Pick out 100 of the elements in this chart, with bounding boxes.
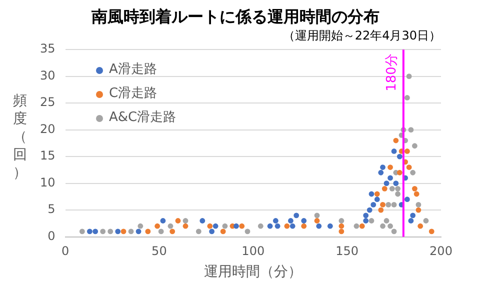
point [391, 148, 397, 154]
point [359, 223, 365, 229]
point [92, 228, 98, 234]
point [267, 223, 273, 229]
point [404, 196, 410, 202]
ref-line-label: 180分 [384, 54, 400, 92]
point [301, 218, 307, 224]
point [384, 180, 390, 186]
point [128, 228, 134, 234]
chart-title: 南風時到着ルートに係る運用時間の分布 [90, 6, 380, 26]
point [380, 223, 386, 229]
point [418, 223, 424, 229]
point [207, 223, 213, 229]
point [368, 191, 374, 197]
point [404, 95, 410, 100]
point [182, 218, 188, 224]
chart-subtitle: （運用開始～22年4月30日） [282, 28, 441, 43]
point [388, 223, 393, 229]
point [115, 228, 121, 234]
point [327, 223, 333, 229]
point [368, 218, 374, 224]
point [374, 196, 380, 202]
point [414, 191, 420, 197]
x-axis-title: 運用時間（分） [204, 264, 302, 280]
point [423, 218, 429, 224]
point [168, 223, 174, 229]
x-tick-label: 50 [152, 244, 167, 258]
point [406, 164, 412, 170]
point [222, 223, 228, 229]
y-tick-label: 30 [40, 68, 56, 82]
point [386, 202, 392, 208]
point [404, 148, 410, 154]
point [284, 223, 290, 229]
point [338, 228, 344, 234]
point [408, 218, 414, 224]
point [290, 223, 296, 229]
point [391, 228, 397, 234]
point [258, 223, 264, 229]
point [316, 223, 322, 229]
point [120, 228, 126, 234]
point [338, 223, 344, 229]
point [378, 207, 384, 213]
point [363, 212, 369, 218]
point [382, 186, 388, 192]
point [408, 127, 414, 133]
point [384, 218, 390, 224]
point [170, 228, 176, 234]
point [412, 186, 418, 192]
legend-label: C滑走路 [109, 85, 158, 103]
point [158, 228, 164, 234]
legend-label: A滑走路 [109, 61, 157, 79]
point [393, 180, 399, 186]
y-tick-label: 15 [40, 148, 56, 163]
point [136, 228, 142, 234]
point [220, 228, 226, 234]
point [396, 154, 402, 160]
point [393, 138, 399, 144]
point [196, 228, 202, 234]
point [288, 218, 294, 224]
point [370, 202, 376, 208]
point [366, 207, 372, 213]
x-tick-label: 0 [61, 244, 70, 258]
point [86, 228, 92, 234]
point [389, 186, 395, 192]
point [244, 228, 250, 234]
point [108, 228, 114, 234]
point [272, 218, 278, 224]
point [145, 228, 151, 234]
point [391, 202, 397, 208]
y-tick-label: 35 [40, 42, 56, 56]
point [160, 218, 166, 224]
y-tick-label: 25 [40, 95, 56, 110]
point [239, 223, 245, 229]
point [410, 170, 416, 176]
point [209, 228, 215, 234]
point [294, 212, 300, 218]
point [212, 223, 218, 229]
x-tick-label: 200 [430, 244, 452, 258]
y-tick-label: 5 [48, 202, 56, 216]
point [234, 223, 239, 229]
point [301, 223, 307, 229]
y-axis-title: 頻度（回） [12, 92, 28, 182]
point [380, 164, 386, 170]
y-tick-label: 20 [40, 122, 56, 136]
point [395, 191, 400, 197]
x-tick-label: 100 [242, 244, 265, 258]
point [378, 170, 384, 176]
point [388, 164, 393, 170]
point [338, 218, 344, 224]
point [314, 212, 320, 218]
point [154, 223, 160, 229]
y-tick-label: 0 [48, 228, 56, 243]
point [274, 223, 280, 229]
legend-label: A&C滑走路 [109, 109, 176, 127]
point [416, 207, 422, 213]
point [428, 228, 434, 234]
point [182, 223, 188, 229]
point [314, 218, 320, 224]
y-tick-label: 10 [40, 175, 56, 190]
point [200, 218, 206, 224]
